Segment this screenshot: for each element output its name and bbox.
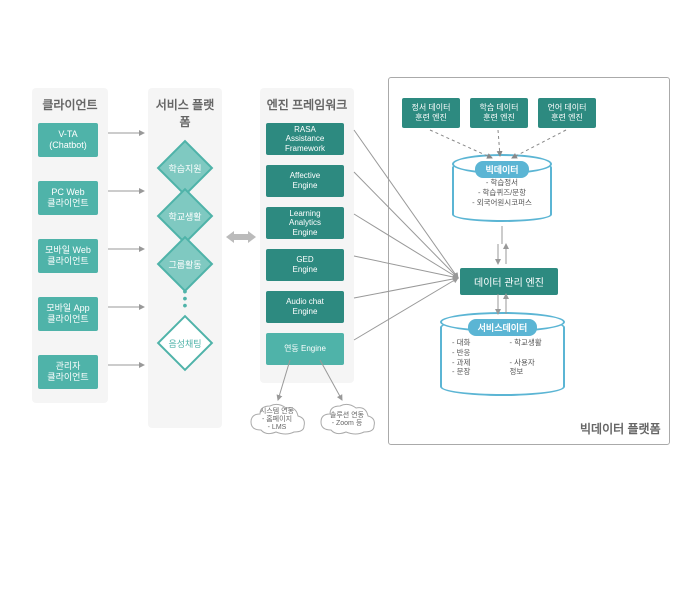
engine-title: 엔진 프레임워크 [266, 96, 348, 113]
client-title: 클라이언트 [38, 96, 102, 113]
engine-column: 엔진 프레임워크 RASA Assistance Framework Affec… [260, 88, 354, 383]
cloud-system: 시스템 연동 - 홈페이지 - LMS [246, 400, 308, 440]
data-manager-box: 데이터 관리 엔진 [460, 268, 558, 295]
bigdata-cylinder: 빅데이터 - 학습정서 - 학습퀴즈/문항 - 외국어원시코퍼스 [452, 160, 552, 222]
engine-item: Affective Engine [266, 165, 344, 197]
platform-diamond: 그룹활동 [157, 236, 213, 292]
platform-title: 서비스 플랫폼 [154, 96, 216, 130]
engine-item-link: 연동 Engine [266, 333, 344, 365]
engine-item: Audio chat Engine [266, 291, 344, 323]
trainer-box: 언어 데이터 훈련 엔진 [538, 98, 596, 128]
client-column: 클라이언트 V-TA (Chatbot) PC Web 클라이언트 모바일 We… [32, 88, 108, 403]
platform-column: 서비스 플랫폼 학습지원 학교생활 그룹활동 ••• 음성채팅 [148, 88, 222, 428]
engine-item: RASA Assistance Framework [266, 123, 344, 155]
trainer-box: 정서 데이터 훈련 엔진 [402, 98, 460, 128]
double-arrow-icon [226, 230, 256, 244]
engine-item: GED Engine [266, 249, 344, 281]
platform-diamond-extra: 음성채팅 [157, 315, 213, 371]
service-cylinder: 서비스데이터 - 대화 - 반응 - 과제 - 문장 - 학교생활 - 사용자 … [440, 318, 565, 396]
bigdata-platform-label: 빅데이터 플랫폼 [580, 420, 661, 437]
client-item: 모바일 Web 클라이언트 [38, 239, 98, 273]
client-item: 관리자 클라이언트 [38, 355, 98, 389]
engine-item: Learning Analytics Engine [266, 207, 344, 239]
trainer-box: 학습 데이터 훈련 엔진 [470, 98, 528, 128]
client-item: PC Web 클라이언트 [38, 181, 98, 215]
client-item: 모바일 App 클라이언트 [38, 297, 98, 331]
cloud-solution: 솔루션 연동 - Zoom 등 [316, 400, 378, 440]
client-item: V-TA (Chatbot) [38, 123, 98, 157]
